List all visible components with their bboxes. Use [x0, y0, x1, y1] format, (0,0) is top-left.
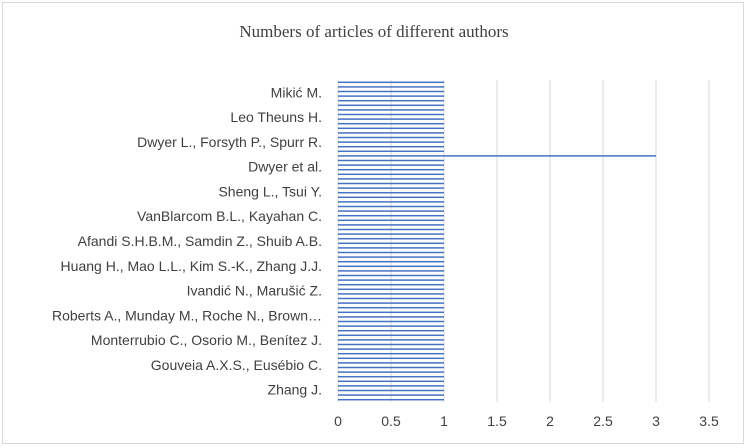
bar [338, 237, 444, 240]
x-tick-label: 1 [440, 413, 448, 429]
bar [338, 118, 444, 120]
bar [338, 329, 444, 332]
bar [338, 173, 444, 176]
x-tick-label: 0 [334, 413, 342, 429]
bar [338, 86, 444, 88]
x-tick-label: 2.5 [593, 413, 613, 429]
bar [338, 155, 656, 157]
bar [338, 228, 444, 231]
bar [338, 380, 444, 383]
category-label: Afandi S.H.B.M., Samdin Z., Shuib A.B. [78, 233, 322, 249]
category-label: Leo Theuns H. [230, 109, 322, 125]
bar [338, 260, 444, 263]
bar [338, 205, 444, 208]
x-tick-label: 1.5 [487, 413, 507, 429]
bar [338, 247, 444, 249]
x-tick-label: 3.5 [699, 413, 719, 429]
bar [338, 150, 444, 153]
bar [338, 113, 444, 116]
bar [338, 127, 444, 130]
bar [338, 187, 444, 189]
bar [338, 136, 444, 139]
chart-title: Numbers of articles of different authors [239, 22, 509, 41]
category-label: Ivandić N., Marušić Z. [187, 283, 322, 299]
bar [338, 389, 444, 392]
bar [338, 297, 444, 300]
bar [338, 214, 444, 217]
bar [338, 182, 444, 185]
bar [338, 385, 444, 387]
bar [338, 109, 444, 111]
bar [338, 394, 444, 396]
bar [338, 293, 444, 295]
bar [338, 366, 444, 369]
bar [338, 288, 444, 291]
category-label: Mikić M. [271, 84, 322, 100]
bar [338, 283, 444, 286]
bar [338, 132, 444, 134]
category-label: Zhang J. [268, 382, 322, 398]
x-tick-label: 2 [546, 413, 554, 429]
bar [338, 302, 444, 304]
bar [338, 339, 444, 341]
chart-frame [2, 2, 744, 444]
bar [338, 145, 444, 148]
category-label: Sheng L., Tsui Y. [218, 183, 322, 199]
bar [338, 256, 444, 258]
bar [338, 164, 444, 166]
bar [338, 375, 444, 378]
bar [338, 251, 444, 254]
x-tick-labels: 0 0.5 1 1.5 2 2.5 3 3.5 [334, 413, 719, 429]
bar [338, 159, 444, 162]
category-label: Monterrubio C., Osorio M., Benítez J. [91, 332, 322, 348]
bar [338, 348, 444, 350]
category-label: Dwyer et al. [248, 159, 322, 175]
x-tick-label: 3 [652, 413, 660, 429]
gridlines [337, 80, 710, 402]
bar [338, 320, 444, 323]
bar [338, 196, 444, 199]
bar [338, 343, 444, 346]
category-label: Roberts A., Munday M., Roche N., Brown… [52, 307, 322, 323]
bar [338, 224, 444, 226]
bar [338, 357, 444, 360]
bar [338, 270, 444, 272]
bar [338, 90, 444, 93]
bar [338, 233, 444, 235]
bar [338, 95, 444, 97]
bar [338, 279, 444, 281]
category-label: Huang H., Mao L.L., Kim S.-K., Zhang J.J… [61, 258, 322, 274]
bar [338, 242, 444, 245]
bar [338, 362, 444, 364]
bar [338, 334, 444, 337]
category-label: Dwyer L., Forsyth P., Spurr R. [137, 134, 322, 150]
bar [338, 274, 444, 277]
bar [338, 306, 444, 309]
bar [338, 398, 444, 401]
bar [338, 316, 444, 318]
bar [338, 191, 444, 194]
category-labels: Mikić M. Leo Theuns H. Dwyer L., Forsyth P… [52, 84, 322, 397]
bar [338, 99, 444, 102]
x-tick-label: 0.5 [381, 413, 401, 429]
bar [338, 352, 444, 355]
bar [338, 311, 444, 314]
category-label: Gouveia A.X.S., Eusébio C. [151, 357, 322, 373]
bar [338, 178, 444, 180]
bar [338, 81, 444, 84]
bar [338, 210, 444, 212]
bar [338, 141, 444, 143]
bar [338, 325, 444, 327]
bar [338, 104, 444, 107]
bar [338, 122, 444, 125]
bar [338, 265, 444, 268]
category-label: VanBlarcom B.L., Kayahan C. [137, 208, 322, 224]
bar [338, 371, 444, 373]
bar [338, 201, 444, 203]
bar [338, 168, 444, 171]
bars [338, 81, 656, 401]
bar [338, 219, 444, 222]
